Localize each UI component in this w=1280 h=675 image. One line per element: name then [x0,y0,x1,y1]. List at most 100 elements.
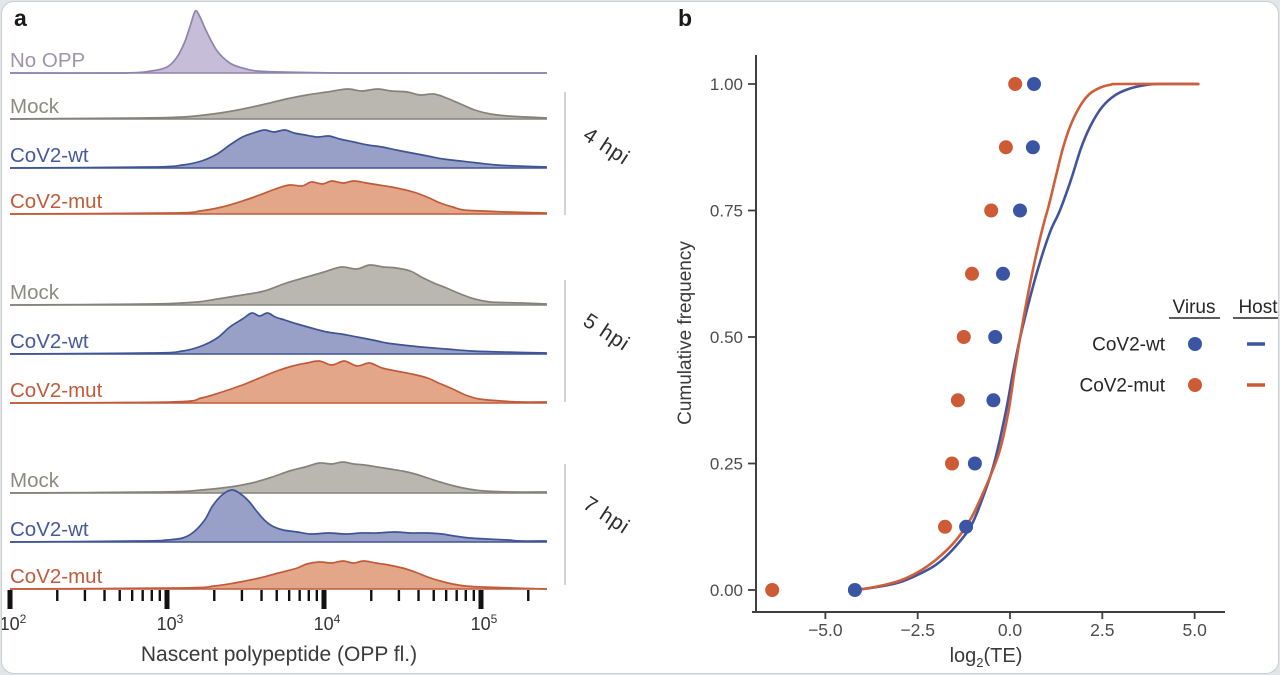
ridge-row-label: CoV2-mut [10,379,103,402]
ridge-outline [9,180,547,215]
x-tick-label: 103 [157,612,184,634]
y-tick-label: 1.00 [710,75,743,94]
minor-tick [370,590,373,601]
minor-tick [103,590,106,601]
ridge-area [10,462,547,493]
y-tick-label: 0.50 [710,328,743,347]
minor-tick [455,590,458,601]
x-tick-label: 0.0 [998,620,1023,640]
legend-header-virus: Virus [1173,297,1216,318]
minor-tick [527,590,530,601]
x-tick-label: 102 [2,612,27,634]
minor-tick [315,590,319,601]
virus-dot [950,393,965,408]
legend-virus-dot [1188,337,1202,351]
virus-dot [965,266,979,281]
panel-a-x-axis-title: Nascent polypeptide (OPP fl.) [141,643,417,666]
virus-dot [945,456,959,471]
hpi-label: 7 hpi [579,492,634,539]
panel-a-letter: a [14,5,27,31]
ridge-row-no-opp: No OPP [9,9,547,74]
virus-dots-cov2-mut [765,77,1023,597]
hpi-group-5-hpi: 5 hpi [564,280,634,402]
minor-tick [141,590,144,601]
hpi-group-4-hpi: 4 hpi [564,92,634,215]
panel-b-legend: Virus Host CoV2-wt CoV2-mut [1079,297,1278,397]
ridge-row-mock-5-hpi: Mock [9,264,547,306]
minor-tick [287,590,291,601]
ridge-row-label: CoV2-wt [10,330,89,353]
virus-dot [996,266,1010,281]
hpi-label: 4 hpi [579,123,634,170]
ridge-row-cov2-wt-7-hpi: CoV2-wt [9,489,547,543]
panel-a: a No OPP Mock CoV2-wt CoV2-mut Mock CoV2-wt CoV… [2,5,634,666]
ridge-outline [9,360,547,404]
virus-dot [765,583,780,597]
minor-tick [158,590,162,601]
ridge-outline [9,560,547,590]
ridge-row-label: Mock [10,95,60,118]
minor-tick [213,590,216,601]
panel-b: b 0.00 0.25 0.50 0.75 1.00 −5.0 −2.5 0.0 2.5 5.0 Cu… [675,5,1278,670]
ridge-row-label: No OPP [10,49,85,72]
hpi-label: 5 hpi [579,309,634,356]
virus-dot [986,393,1001,408]
virus-dot [967,456,982,471]
x-tick-label: −2.5 [900,620,935,640]
major-tick [164,590,170,609]
minor-tick [417,590,420,601]
ridge-row-cov2-mut-7-hpi: CoV2-mut [9,560,547,590]
ridge-outline [9,312,547,355]
x-tick-label: −5.0 [808,620,843,640]
ridge-area [10,360,547,403]
ridge-outline [9,264,547,306]
major-tick [478,590,484,609]
minor-tick [444,590,448,601]
minor-tick [118,590,121,601]
ridge-row-label: CoV2-mut [10,190,103,213]
y-tick-label: 0.25 [710,455,743,474]
minor-tick [83,590,87,601]
panel-b-y-axis-title: Cumulative frequency [675,241,696,425]
virus-dot [938,519,952,534]
ridge-outline [9,88,547,120]
ridge-row-cov2-mut-5-hpi: CoV2-mut [9,360,547,404]
y-tick-label: 0.00 [710,581,743,600]
minor-tick [472,590,476,601]
x-tick-label: 5.0 [1182,620,1207,640]
ridge-outline [9,129,547,169]
hpi-group-7-hpi: 7 hpi [564,464,634,585]
virus-dots-cov2-wt [847,77,1041,597]
minor-tick [56,590,59,601]
minor-tick [464,590,467,601]
minor-tick [150,590,153,601]
ridge-outline [9,9,547,74]
ridge-area [10,264,547,305]
virus-dot [1013,203,1027,218]
virus-dot [959,519,974,534]
host-curve-cov2-mut [855,82,1200,592]
host-curve-cov2-wt [853,82,1200,592]
ridge-area [10,561,547,589]
ridge-row-label: CoV2-mut [10,565,103,588]
ridge-area [10,180,547,214]
minor-tick [130,590,134,601]
major-tick [321,590,327,609]
major-tick [7,590,13,609]
legend-row-label-cov2-mut: CoV2-mut [1079,376,1165,397]
ridge-outline [9,489,547,543]
panel-a-x-axis: 102 103 104 105 Nascent polypeptide (OPP fl.… [2,590,530,666]
virus-dot [1025,140,1040,155]
ridge-area [10,129,547,168]
virus-dot [1008,77,1023,91]
panel-b-letter: b [678,5,692,31]
legend-virus-dot [1188,378,1202,392]
ridge-row-label: Mock [10,281,60,304]
ridge-area [10,489,547,542]
ridge-row-label: CoV2-wt [10,518,89,541]
minor-tick [298,590,301,601]
ridge-area [10,312,547,354]
